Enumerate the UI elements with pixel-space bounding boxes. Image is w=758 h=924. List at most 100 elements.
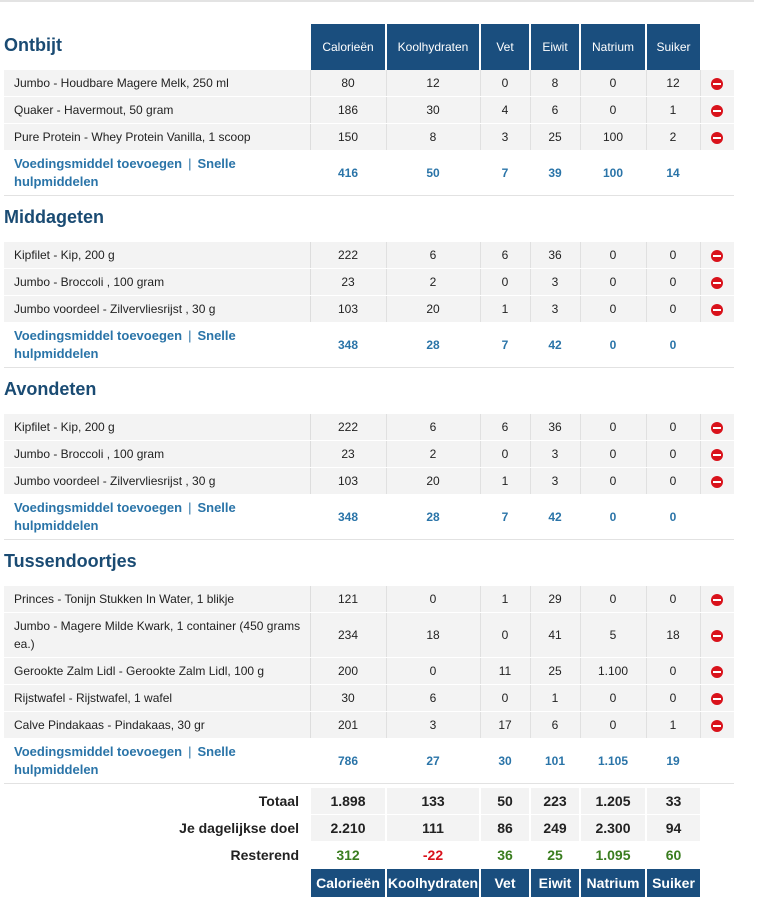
quick-tools-line2: hulpmiddelen: [14, 518, 99, 533]
add-food-link[interactable]: Voedingsmiddel toevoegen: [14, 744, 183, 759]
goal-carbs: 111: [385, 814, 480, 842]
food-name-link[interactable]: Kipfilet - Kip, 200 g: [4, 242, 311, 269]
quick-tools-link[interactable]: Snelle: [197, 744, 235, 759]
quick-tools-line2: hulpmiddelen: [14, 762, 99, 777]
food-name-link[interactable]: Jumbo - Broccoli , 100 gram: [4, 440, 311, 468]
food-name-link[interactable]: Jumbo - Magere Milde Kwark, 1 container …: [4, 612, 311, 658]
quick-tools-line1: Snelle: [197, 500, 236, 515]
meal-totals-row: Voedingsmiddel toevoegen | Snelle hulpmidde…: [4, 494, 734, 540]
food-sodium: 0: [579, 295, 647, 323]
food-sugar: 0: [645, 467, 701, 495]
meal-header-row: Avondeten: [4, 368, 734, 415]
remove-circle-icon[interactable]: [711, 77, 724, 90]
footer-col-carbs: Koolhydraten: [385, 868, 480, 897]
food-carbs: 12: [385, 70, 481, 97]
food-name-link[interactable]: Jumbo - Broccoli , 100 gram: [4, 268, 311, 296]
total-protein: 223: [529, 788, 580, 815]
quick-tools-line1: Snelle: [197, 156, 236, 171]
totals-spacer: [700, 322, 734, 368]
quick-tools-line2: hulpmiddelen: [14, 346, 99, 361]
header-spacer: [480, 368, 530, 415]
remove-cell: [700, 711, 734, 739]
food-fat: 6: [479, 242, 531, 269]
add-food-link[interactable]: Voedingsmiddel toevoegen: [14, 500, 183, 515]
add-food-link[interactable]: Voedingsmiddel toevoegen: [14, 156, 183, 171]
remaining-label: Resterend: [230, 847, 299, 863]
meal-totals-row: Voedingsmiddel toevoegen | Snelle hulpmidde…: [4, 738, 734, 784]
total-calories: 1.898: [309, 788, 386, 815]
remove-circle-icon[interactable]: [711, 249, 724, 262]
remove-circle-icon[interactable]: [711, 629, 724, 642]
meal-totals-row: Voedingsmiddel toevoegen | Snelle hulpmidde…: [4, 150, 734, 196]
food-entry-row: Rijstwafel - Rijstwafel, 1 wafel 30 6 0 1 0 0: [4, 684, 734, 712]
quick-tools-link[interactable]: Snelle: [197, 328, 235, 343]
meal-total-fat: 30: [480, 738, 530, 784]
food-name-link[interactable]: Pure Protein - Whey Protein Vanilla, 1 s…: [4, 123, 311, 151]
quick-tools-link[interactable]: Snelle: [197, 156, 235, 171]
header-spacer: [386, 540, 480, 587]
food-carbs: 18: [385, 612, 481, 658]
food-sugar: 0: [645, 414, 701, 441]
food-carbs: 8: [385, 123, 481, 151]
remove-circle-icon[interactable]: [711, 719, 724, 732]
footer-col-calories: Calorieën: [309, 868, 386, 897]
remove-circle-icon[interactable]: [711, 665, 724, 678]
meal-total-calories: 786: [310, 738, 386, 784]
remaining-carbs: -22: [385, 841, 480, 869]
header-spacer: [580, 540, 646, 587]
remove-circle-icon[interactable]: [711, 448, 724, 461]
header-spacer: [646, 540, 700, 587]
meal-total-sodium: 0: [580, 322, 646, 368]
remove-circle-icon[interactable]: [711, 421, 724, 434]
remove-cell: [700, 123, 734, 151]
food-name-link[interactable]: Calve Pindakaas - Pindakaas, 30 gr: [4, 711, 311, 739]
food-fat: 0: [479, 268, 531, 296]
remove-circle-icon[interactable]: [711, 131, 724, 144]
meal-title: Tussendoortjes: [4, 550, 137, 571]
header-spacer: [646, 196, 700, 243]
food-fat: 1: [479, 295, 531, 323]
remove-circle-icon[interactable]: [711, 276, 724, 289]
food-carbs: 2: [385, 268, 481, 296]
meal-total-protein: 42: [530, 494, 580, 540]
remove-circle-icon[interactable]: [711, 303, 724, 316]
food-calories: 30: [309, 684, 387, 712]
food-name-link[interactable]: Jumbo - Houdbare Magere Melk, 250 ml: [4, 70, 311, 97]
meal-total-fat: 7: [480, 150, 530, 196]
food-name-link[interactable]: Kipfilet - Kip, 200 g: [4, 414, 311, 441]
quick-tools-link[interactable]: Snelle: [197, 500, 235, 515]
meal-action-links: Voedingsmiddel toevoegen | Snelle hulpmidde…: [4, 738, 310, 784]
remove-cell: [700, 612, 734, 658]
meal-total-sugar: 0: [646, 494, 700, 540]
header-spacer: [530, 540, 580, 587]
meal-total-carbs: 50: [386, 150, 480, 196]
food-name-link[interactable]: Rijstwafel - Rijstwafel, 1 wafel: [4, 684, 311, 712]
goal-row: Je dagelijkse doel 2.210 111 86 249 2.30…: [4, 814, 734, 842]
remove-circle-icon[interactable]: [711, 692, 724, 705]
food-carbs: 2: [385, 440, 481, 468]
total-fat: 50: [479, 788, 530, 815]
remaining-sodium: 1.095: [579, 841, 646, 869]
food-name-link[interactable]: Princes - Tonijn Stukken In Water, 1 bli…: [4, 586, 311, 613]
food-name-link[interactable]: Jumbo voordeel - Zilvervliesrijst , 30 g: [4, 295, 311, 323]
food-protein: 3: [529, 268, 581, 296]
food-name-link[interactable]: Quaker - Havermout, 50 gram: [4, 96, 311, 124]
remove-circle-icon[interactable]: [711, 475, 724, 488]
meal-total-protein: 101: [530, 738, 580, 784]
link-separator: |: [188, 156, 192, 171]
link-separator: |: [188, 744, 192, 759]
add-food-link[interactable]: Voedingsmiddel toevoegen: [14, 328, 183, 343]
food-entry-row: Kipfilet - Kip, 200 g 222 6 6 36 0 0: [4, 242, 734, 269]
total-sugar: 33: [645, 788, 700, 815]
food-carbs: 0: [385, 657, 481, 685]
column-header-carbs: Koolhydraten: [385, 24, 480, 70]
food-name-link[interactable]: Jumbo voordeel - Zilvervliesrijst , 30 g: [4, 467, 311, 495]
totals-spacer: [700, 494, 734, 540]
link-separator: |: [188, 500, 192, 515]
remove-circle-icon[interactable]: [711, 104, 724, 117]
food-sugar: 2: [645, 123, 701, 151]
food-carbs: 30: [385, 96, 481, 124]
food-name-link[interactable]: Gerookte Zalm Lidl - Gerookte Zalm Lidl,…: [4, 657, 311, 685]
quick-tools-line2: hulpmiddelen: [14, 174, 99, 189]
remove-circle-icon[interactable]: [711, 593, 724, 606]
